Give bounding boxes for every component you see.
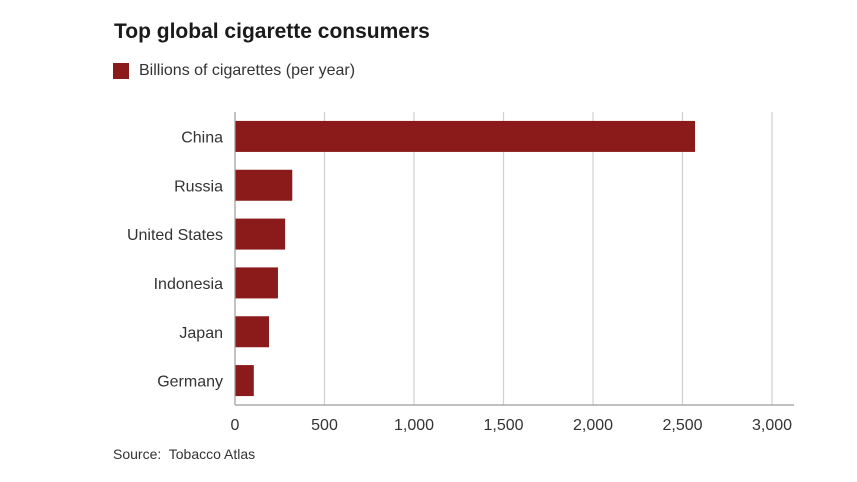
category-label: Japan	[179, 325, 223, 342]
x-tick-label: 3,000	[752, 417, 792, 434]
category-label: Germany	[157, 374, 223, 391]
bar-germany	[235, 365, 254, 397]
bar-russia	[235, 169, 293, 201]
legend-label: Billions of cigarettes (per year)	[139, 62, 356, 79]
x-tick-label: 1,000	[394, 417, 434, 434]
x-tick-label: 2,500	[662, 417, 702, 434]
chart-title: Top global cigarette consumers	[114, 20, 430, 43]
x-tick-label: 1,500	[483, 417, 523, 434]
axes: 0 500 1,000 1,500 2,000 2,500 3,000 China Russia…	[127, 112, 794, 434]
bars	[235, 120, 696, 397]
bar-china	[235, 120, 696, 152]
category-label: China	[181, 129, 223, 146]
category-label: Russia	[174, 178, 223, 195]
category-label: Indonesia	[154, 276, 223, 293]
x-tick-label: 2,000	[573, 417, 613, 434]
source-note: Source: Tobacco Atlas	[113, 446, 256, 462]
x-tick-label: 0	[231, 417, 240, 434]
bar-united-states	[235, 218, 286, 250]
bar-japan	[235, 316, 270, 348]
category-label: United States	[127, 227, 223, 244]
legend: Billions of cigarettes (per year)	[113, 62, 355, 80]
gridlines	[323, 112, 773, 405]
x-tick-label: 500	[311, 417, 338, 434]
bar-indonesia	[235, 267, 278, 299]
legend-swatch	[113, 63, 129, 79]
